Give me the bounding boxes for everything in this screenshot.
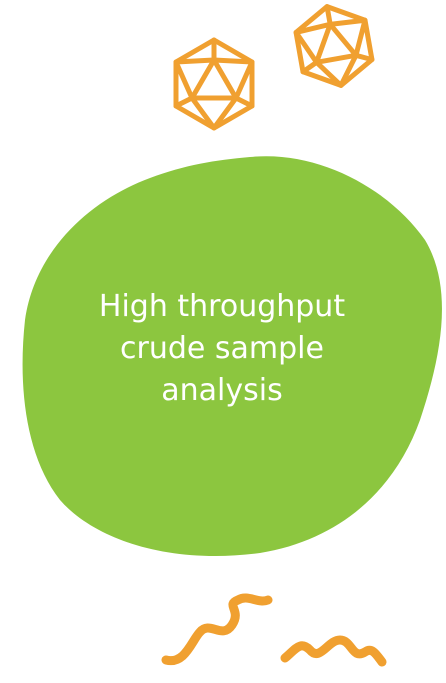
heading-line: analysis bbox=[161, 373, 282, 408]
illustration: High throughput crude sample analysis bbox=[0, 0, 446, 683]
heading-line: crude sample bbox=[120, 331, 324, 366]
squiggle-left bbox=[166, 598, 268, 661]
heading-line: High throughput bbox=[99, 289, 345, 324]
icosahedron-right bbox=[293, 1, 376, 92]
icosahedron-left bbox=[176, 40, 252, 128]
squiggle-right bbox=[285, 640, 382, 662]
